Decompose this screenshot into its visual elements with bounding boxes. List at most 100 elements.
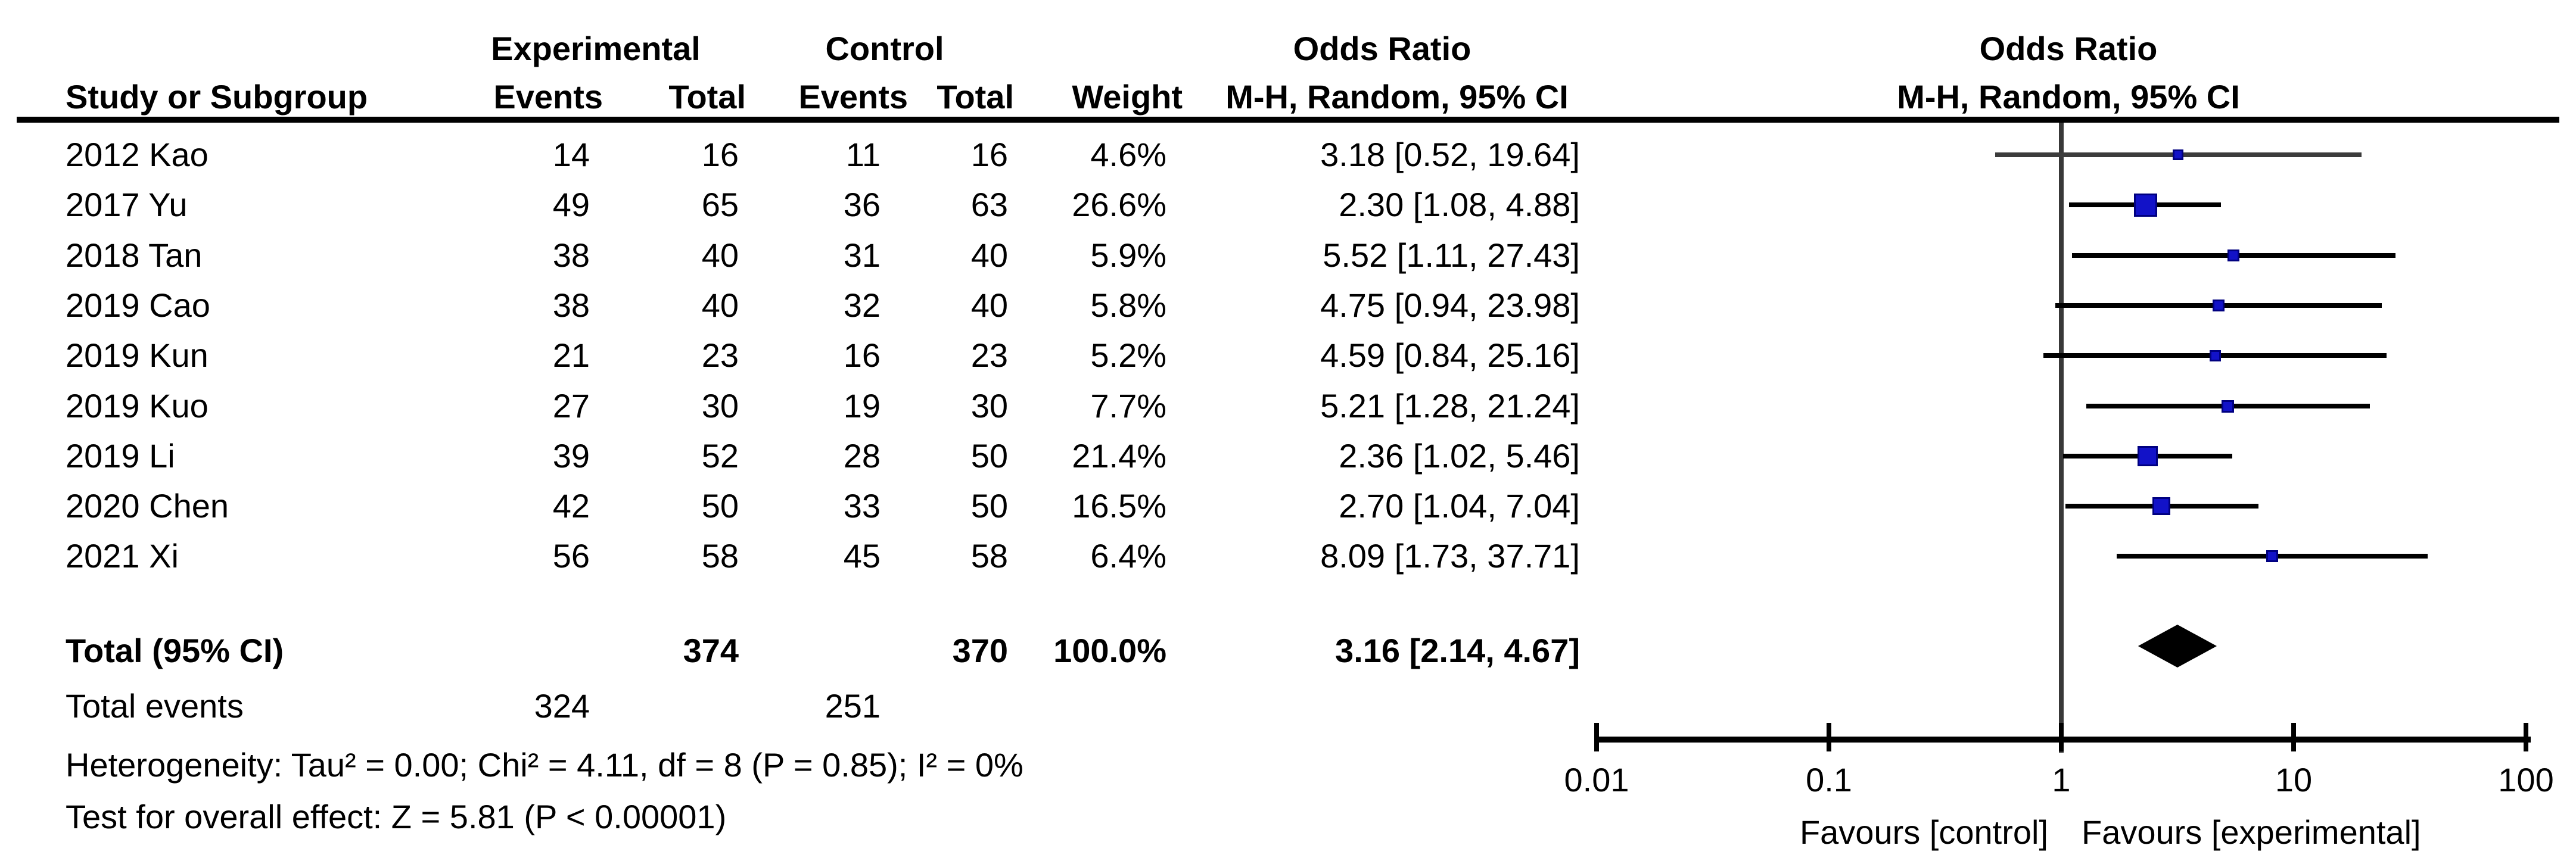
- heterogeneity-note: Heterogeneity: Tau² = 0.00; Chi² = 4.11,…: [66, 746, 1023, 784]
- events-experimental-cell: 14: [552, 136, 590, 173]
- total-control-cell: 63: [970, 186, 1008, 223]
- header-weight: Weight: [1072, 78, 1183, 116]
- study-label: 2021 Xi: [66, 537, 179, 575]
- axis-tick-label: 0.1: [1806, 761, 1852, 799]
- total-events-label: Total events: [66, 687, 244, 725]
- favours-experimental-label: Favours [experimental]: [2082, 813, 2421, 851]
- header-mh-random-ci-column: M-H, Random, 95% CI: [1225, 78, 1569, 116]
- events-experimental-cell: 42: [552, 487, 590, 525]
- weight-cell: 6.4%: [1090, 537, 1166, 575]
- effect-square: [2222, 400, 2235, 413]
- effect-square: [2212, 300, 2225, 311]
- events-experimental-cell: 39: [552, 437, 590, 475]
- favours-control-label: Favours [control]: [1799, 813, 2048, 851]
- total-control-cell: 50: [970, 487, 1008, 525]
- pooled-effect-diamond: [2138, 625, 2217, 668]
- events-control-cell: 28: [843, 437, 881, 475]
- header-study-or-subgroup: Study or Subgroup: [66, 78, 368, 116]
- overall-effect-note: Test for overall effect: Z = 5.81 (P < 0…: [66, 798, 727, 835]
- events-experimental-cell: 56: [552, 537, 590, 575]
- events-control-cell: 33: [843, 487, 881, 525]
- total-row-label: Total (95% CI): [66, 632, 284, 669]
- total-control-cell: 40: [970, 286, 1008, 324]
- header-total-experimental: Total: [668, 78, 746, 116]
- weight-cell: 5.9%: [1090, 236, 1166, 274]
- study-label: 2017 Yu: [66, 186, 188, 223]
- total-weight: 100.0%: [1053, 632, 1166, 669]
- total-control-cell: 23: [970, 336, 1008, 374]
- events-control-cell: 45: [843, 537, 881, 575]
- effect-square: [2227, 249, 2240, 261]
- header-odds-ratio-plot: Odds Ratio: [1979, 30, 2158, 67]
- header-total-control: Total: [937, 78, 1014, 116]
- effect-square: [2266, 550, 2279, 562]
- study-label: 2019 Cao: [66, 286, 210, 324]
- total-experimental-cell: 65: [701, 186, 739, 223]
- header-events-control: Events: [798, 78, 908, 116]
- total-experimental-cell: 23: [701, 336, 739, 374]
- header-mh-random-ci-plot: M-H, Random, 95% CI: [1897, 78, 2240, 116]
- events-control-cell: 16: [843, 336, 881, 374]
- total-experimental-cell: 52: [701, 437, 739, 475]
- header-events-experimental: Events: [493, 78, 603, 116]
- study-label: 2018 Tan: [66, 236, 203, 274]
- total-experimental-cell: 40: [701, 236, 739, 274]
- study-label: 2019 Li: [66, 437, 175, 475]
- axis-tick: [2524, 723, 2528, 751]
- total-odds-ratio: 3.16 [2.14, 4.67]: [1335, 632, 1580, 669]
- events-control-cell: 11: [845, 136, 881, 173]
- total-control-cell: 16: [970, 136, 1008, 173]
- total-experimental-cell: 16: [701, 136, 739, 173]
- odds-ratio-cell: 5.52 [1.11, 27.43]: [1323, 236, 1580, 274]
- events-control-cell: 36: [843, 186, 881, 223]
- axis-tick-label: 10: [2275, 761, 2313, 799]
- null-effect-line: [2059, 123, 2064, 753]
- events-experimental-cell: 38: [552, 236, 590, 274]
- header-separator-rule: [17, 117, 2559, 123]
- weight-cell: 5.8%: [1090, 286, 1166, 324]
- odds-ratio-cell: 3.18 [0.52, 19.64]: [1320, 136, 1580, 173]
- axis-tick: [1594, 723, 1599, 751]
- odds-ratio-cell: 2.30 [1.08, 4.88]: [1339, 186, 1580, 223]
- weight-cell: 21.4%: [1072, 437, 1166, 475]
- events-control-cell: 31: [843, 236, 881, 274]
- study-label: 2012 Kao: [66, 136, 209, 173]
- events-control-cell: 32: [843, 286, 881, 324]
- odds-ratio-cell: 5.21 [1.28, 21.24]: [1320, 387, 1580, 425]
- axis-tick-label: 1: [2052, 761, 2071, 799]
- effect-square: [2209, 350, 2221, 361]
- header-odds-ratio-column: Odds Ratio: [1293, 30, 1471, 67]
- axis-tick: [2059, 723, 2064, 751]
- total-control-cell: 58: [970, 537, 1008, 575]
- effect-square: [2133, 193, 2157, 217]
- weight-cell: 5.2%: [1090, 336, 1166, 374]
- weight-cell: 26.6%: [1072, 186, 1166, 223]
- axis-tick: [2291, 723, 2296, 751]
- effect-square: [2138, 446, 2158, 466]
- total-control-cell: 30: [970, 387, 1008, 425]
- events-control-cell: 19: [843, 387, 881, 425]
- header-group-control: Control: [825, 30, 944, 67]
- weight-cell: 4.6%: [1090, 136, 1166, 173]
- total-events-experimental: 324: [534, 687, 590, 725]
- total-experimental-cell: 50: [701, 487, 739, 525]
- effect-square: [2152, 497, 2171, 515]
- total-control-cell: 40: [970, 236, 1008, 274]
- odds-ratio-cell: 4.75 [0.94, 23.98]: [1320, 286, 1580, 324]
- total-experimental-cell: 40: [701, 286, 739, 324]
- total-experimental-cell: 58: [701, 537, 739, 575]
- total-control-cell: 50: [970, 437, 1008, 475]
- total-experimental: 374: [683, 632, 739, 669]
- total-events-control: 251: [825, 687, 881, 725]
- total-experimental-cell: 30: [701, 387, 739, 425]
- study-label: 2019 Kuo: [66, 387, 209, 425]
- total-control: 370: [952, 632, 1008, 669]
- events-experimental-cell: 49: [552, 186, 590, 223]
- odds-ratio-cell: 4.59 [0.84, 25.16]: [1320, 336, 1580, 374]
- odds-ratio-cell: 8.09 [1.73, 37.71]: [1320, 537, 1580, 575]
- header-group-experimental: Experimental: [491, 30, 701, 67]
- odds-ratio-cell: 2.70 [1.04, 7.04]: [1339, 487, 1580, 525]
- events-experimental-cell: 21: [552, 336, 590, 374]
- axis-tick-label: 0.01: [1564, 761, 1629, 799]
